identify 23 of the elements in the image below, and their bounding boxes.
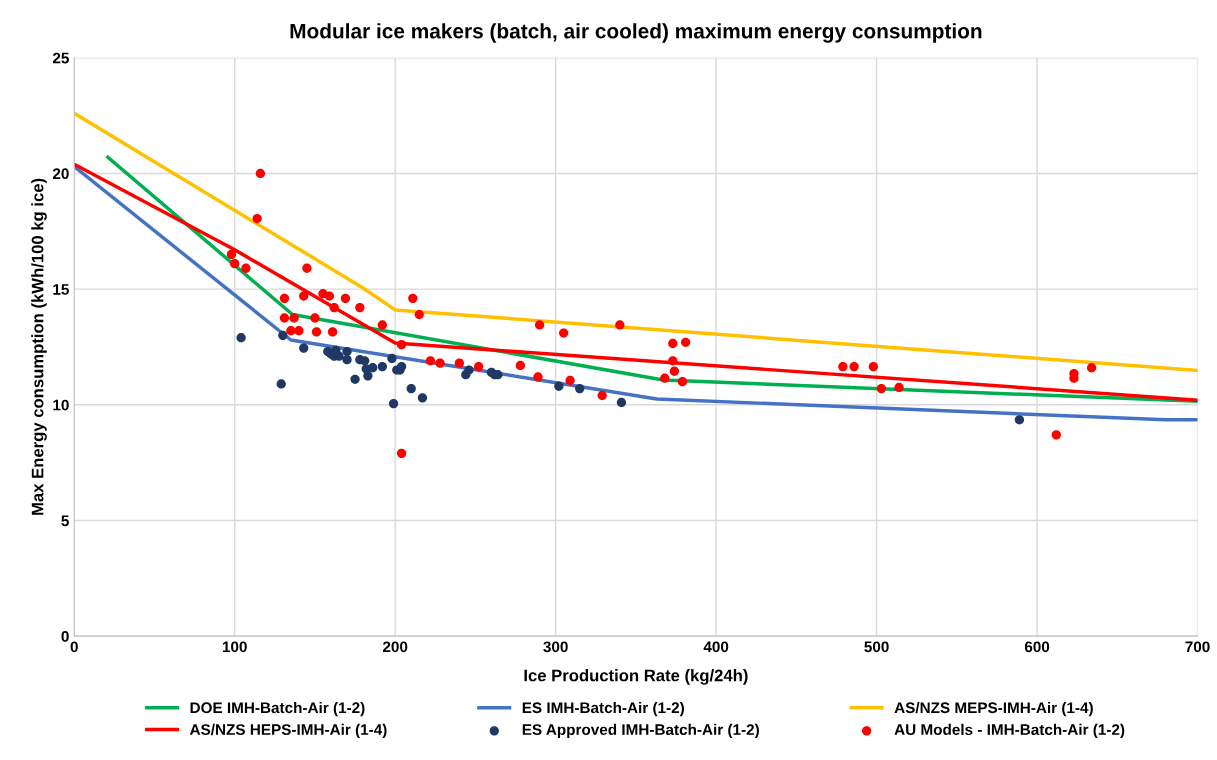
x-tick-label: 600 — [1024, 641, 1050, 653]
legend-label: AU Models - IMH-Batch-Air (1-2) — [894, 723, 1125, 739]
x-axis-title: Ice Production Rate (kg/24h) — [524, 669, 748, 685]
y-tick-label: 5 — [61, 515, 69, 527]
legend-label: AS/NZS HEPS-IMH-Air (1-4) — [189, 723, 387, 739]
x-tick-label: 700 — [1185, 641, 1210, 653]
x-tick-label: 200 — [382, 641, 408, 653]
x-tick-label: 300 — [543, 641, 568, 653]
x-tick-label: 500 — [864, 641, 889, 653]
x-tick-label: 100 — [222, 641, 247, 653]
y-tick-label: 10 — [53, 399, 69, 411]
legend-label: DOE IMH-Batch-Air (1-2) — [190, 701, 365, 717]
y-tick-label: 20 — [52, 168, 69, 180]
legend-label: AS/NZS MEPS-IMH-Air (1-4) — [894, 701, 1093, 717]
y-axis-title: Max Energy consumption (kWh/100 kg ice) — [31, 178, 47, 515]
chart-title: Modular ice makers (batch, air cooled) maximum energy consumption — [290, 23, 982, 43]
y-tick-label: 25 — [52, 52, 69, 64]
x-tick-label: 400 — [703, 641, 729, 653]
y-tick-label: 15 — [53, 284, 69, 295]
y-tick-label: 0 — [61, 630, 69, 642]
legend-label: ES Approved IMH-Batch-Air (1-2) — [522, 723, 759, 739]
legend-label: ES IMH-Batch-Air (1-2) — [522, 701, 684, 717]
x-tick-label: 0 — [70, 641, 78, 653]
